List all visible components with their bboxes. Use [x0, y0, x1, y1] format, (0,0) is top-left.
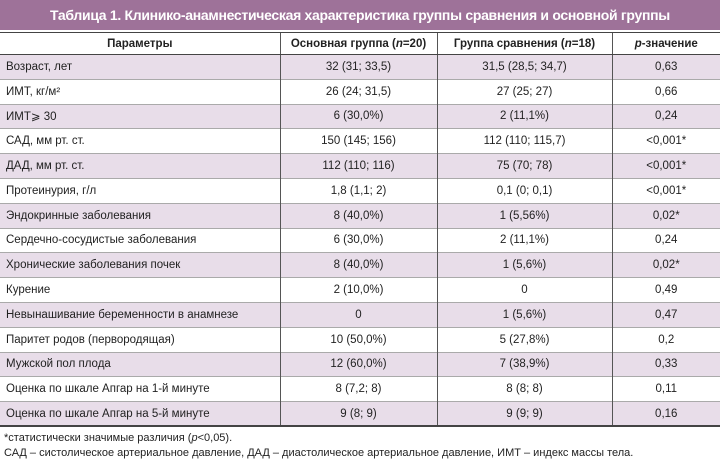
significance-note: *статистически значимые различия (p<0,05…	[4, 432, 233, 445]
table-row: Сердечно-сосудистые заболевания 6 (30,0%)…	[0, 228, 720, 253]
parameter-cell: ИМТ, кг/м²	[6, 85, 61, 98]
main-group-cell: 9 (8; 9)	[279, 401, 437, 427]
parameter-cell: ИМТ⩾ 30	[6, 111, 57, 124]
p-value-cell: 0,66	[611, 79, 720, 105]
table-title: Таблица 1. Клинико-анамнестическая харак…	[0, 0, 720, 30]
comparison-group-cell: 1 (5,6%)	[436, 252, 612, 278]
comparison-group-cell: 5 (27,8%)	[436, 327, 612, 353]
main-group-cell: 6 (30,0%)	[279, 228, 437, 253]
comparison-group-cell: 112 (110; 115,7)	[436, 128, 612, 154]
comparison-group-cell: 75 (70; 78)	[436, 153, 612, 179]
p-value-cell: 0,33	[611, 352, 720, 377]
comparison-group-cell: 2 (11,1%)	[436, 104, 612, 129]
abbreviations-note: САД – систолическое артериальное давлени…	[4, 447, 634, 460]
main-group-cell: 12 (60,0%)	[279, 352, 437, 377]
parameter-cell: Курение	[6, 284, 51, 297]
parameter-cell: ДАД, мм рт. ст.	[6, 160, 85, 173]
table-row: Паритет родов (первородящая) 10 (50,0%) 5 …	[0, 327, 720, 353]
main-group-cell: 8 (40,0%)	[279, 203, 437, 229]
main-group-cell: 150 (145; 156)	[279, 128, 437, 154]
main-group-cell: 26 (24; 31,5)	[279, 79, 437, 105]
p-value-cell: 0,49	[611, 277, 720, 303]
table-row: Невынашивание беременности в анамнезе 0 1 …	[0, 302, 720, 328]
parameter-cell: Возраст, лет	[6, 60, 73, 73]
table-row: Курение 2 (10,0%) 0 0,49	[0, 277, 720, 303]
table-row: Протеинурия, г/л 1,8 (1,1; 2) 0,1 (0; 0,1)…	[0, 178, 720, 204]
p-value-cell: 0,11	[611, 376, 720, 402]
p-value-cell: <0,001*	[611, 153, 720, 179]
header-row: Параметры Основная группа (n=20) Группа …	[0, 32, 720, 55]
parameter-cell: Оценка по шкале Апгар на 5-й минуте	[6, 407, 210, 420]
main-group-cell: 10 (50,0%)	[279, 327, 437, 353]
p-value-cell: 0,02*	[611, 252, 720, 278]
comparison-group-cell: 27 (25; 27)	[436, 79, 612, 105]
table-row: САД, мм рт. ст. 150 (145; 156) 112 (110; 1…	[0, 128, 720, 154]
parameter-cell: Мужской пол плода	[6, 358, 111, 371]
comparison-group-cell: 2 (11,1%)	[436, 228, 612, 253]
main-group-cell: 1,8 (1,1; 2)	[279, 178, 437, 204]
parameter-cell: Сердечно-сосудистые заболевания	[6, 234, 197, 247]
table-row: ДАД, мм рт. ст. 112 (110; 116) 75 (70; 78)…	[0, 153, 720, 179]
p-value-cell: 0,16	[611, 401, 720, 427]
comparison-group-cell: 1 (5,6%)	[436, 302, 612, 328]
data-table: Параметры Основная группа (n=20) Группа …	[0, 32, 720, 427]
parameter-cell: Хронические заболевания почек	[6, 259, 181, 272]
p-value-cell: <0,001*	[611, 128, 720, 154]
main-group-cell: 2 (10,0%)	[279, 277, 437, 303]
p-value-cell: 0,24	[611, 228, 720, 253]
comparison-group-cell: 1 (5,56%)	[436, 203, 612, 229]
parameter-cell: САД, мм рт. ст.	[6, 135, 85, 148]
main-group-cell: 112 (110; 116)	[279, 153, 437, 179]
comparison-group-cell: 31,5 (28,5; 34,7)	[436, 54, 612, 80]
main-group-cell: 0	[279, 302, 437, 328]
main-group-cell: 6 (30,0%)	[279, 104, 437, 129]
comparison-group-cell: 0	[436, 277, 612, 303]
table-row: Хронические заболевания почек 8 (40,0%) 1 …	[0, 252, 720, 278]
parameter-cell: Невынашивание беременности в анамнезе	[6, 308, 239, 321]
table-row: ИМТ, кг/м² 26 (24; 31,5) 27 (25; 27) 0,66	[0, 79, 720, 105]
main-group-cell: 32 (31; 33,5)	[279, 54, 437, 80]
comparison-group-cell: 8 (8; 8)	[436, 376, 612, 402]
comparison-group-cell: 9 (9; 9)	[436, 401, 612, 427]
header-p-value: p-значение	[611, 32, 720, 55]
parameter-cell: Паритет родов (первородящая)	[6, 333, 175, 346]
p-value-cell: <0,001*	[611, 178, 720, 204]
p-value-cell: 0,24	[611, 104, 720, 129]
p-value-cell: 0,02*	[611, 203, 720, 229]
parameter-cell: Оценка по шкале Апгар на 1-й минуте	[6, 383, 210, 396]
parameter-cell: Протеинурия, г/л	[6, 184, 97, 197]
table-row: Мужской пол плода 12 (60,0%) 7 (38,9%) 0,33	[0, 352, 720, 377]
main-group-cell: 8 (7,2; 8)	[279, 376, 437, 402]
p-value-cell: 0,63	[611, 54, 720, 80]
p-value-cell: 0,47	[611, 302, 720, 328]
table-row: Эндокринные заболевания 8 (40,0%) 1 (5,56%…	[0, 203, 720, 229]
table-row: Возраст, лет 32 (31; 33,5) 31,5 (28,5; 34,…	[0, 54, 720, 80]
comparison-group-cell: 7 (38,9%)	[436, 352, 612, 377]
header-main-group: Основная группа (n=20)	[279, 32, 437, 55]
header-parameters: Параметры	[0, 32, 280, 55]
table-row: ИМТ⩾ 30 6 (30,0%) 2 (11,1%) 0,24	[0, 104, 720, 129]
p-value-cell: 0,2	[611, 327, 720, 353]
main-group-cell: 8 (40,0%)	[279, 252, 437, 278]
table-row: Оценка по шкале Апгар на 5-й минуте 9 (8;…	[0, 401, 720, 427]
parameter-cell: Эндокринные заболевания	[6, 209, 152, 222]
comparison-group-cell: 0,1 (0; 0,1)	[436, 178, 612, 204]
header-comparison-group: Группа сравнения (n=18)	[436, 32, 612, 55]
table-row: Оценка по шкале Апгар на 1-й минуте 8 (7,…	[0, 376, 720, 402]
